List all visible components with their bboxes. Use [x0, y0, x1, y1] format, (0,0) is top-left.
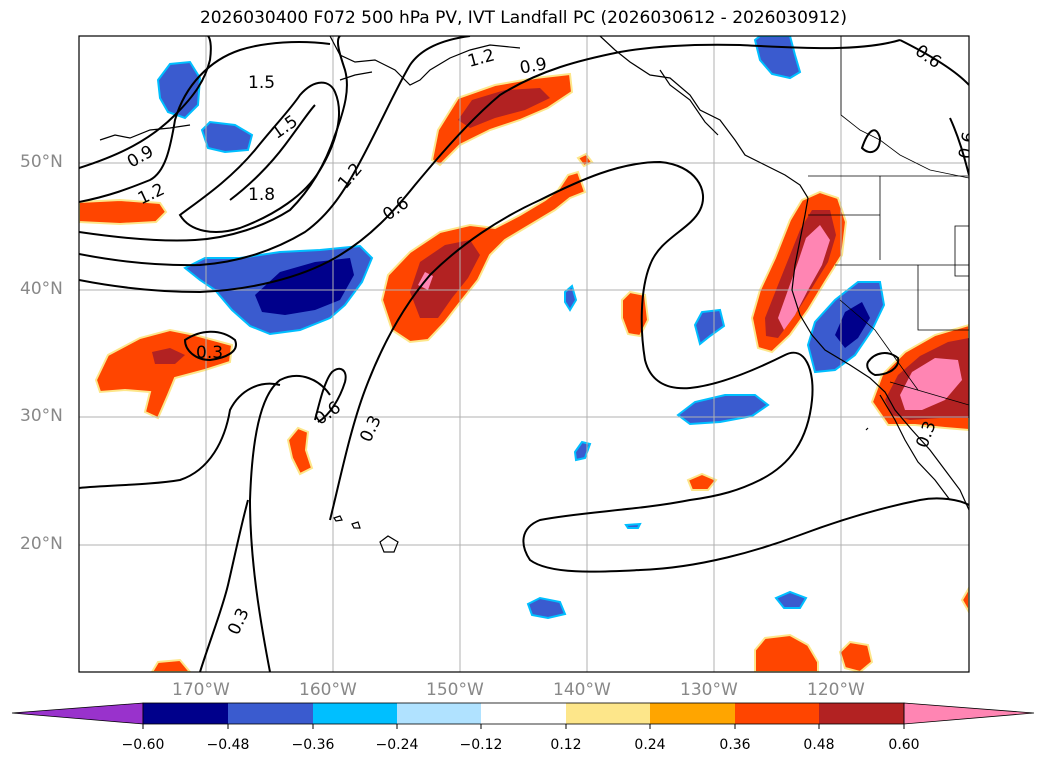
anomaly-positive-area: [380, 170, 587, 344]
anomaly-positive-core: [458, 88, 550, 128]
contour-label: 0.6: [955, 130, 979, 160]
anomaly-negative-area: [200, 120, 254, 154]
anomaly-positive-area: [754, 633, 819, 672]
anomaly-negative-area: [753, 36, 802, 80]
colorbar-segment: [397, 703, 481, 724]
contour-label: 0.3: [196, 343, 223, 363]
anomaly-positive-area: [621, 290, 650, 338]
colorbar-extend-low: [11, 702, 144, 725]
anomaly-negative-area: [676, 394, 770, 426]
colorbar-tick-label: 0.24: [634, 737, 666, 753]
anomaly-positive-peak: [900, 358, 962, 410]
anomaly-positive-area: [94, 328, 234, 420]
contour-label: 0.6: [311, 398, 345, 430]
anomaly-positive-area: [686, 472, 718, 491]
anomaly-negative-area: [624, 522, 642, 529]
anomaly-negative-area: [774, 590, 808, 609]
anomaly-negative-area: [564, 284, 578, 312]
colorbar-segment: [566, 703, 650, 724]
contour-label: 1.8: [248, 185, 275, 205]
lat-tick-label: 40°N: [20, 279, 63, 299]
colorbar-segment: [650, 703, 735, 724]
anomaly-negative-core: [835, 302, 870, 348]
colorbar-segment: [313, 703, 397, 724]
map-title: 2026030400 F072 500 hPa PV, IVT Landfall…: [199, 8, 847, 28]
colorbar-segment: [228, 703, 313, 724]
contour-label: 1.2: [334, 159, 367, 193]
lon-tick-label: 150°W: [426, 680, 484, 700]
colorbar-segment: [143, 703, 228, 724]
contour-label: 0.9: [124, 142, 157, 173]
anomaly-positive-area: [838, 640, 874, 672]
contour-label: 0.6: [911, 41, 945, 73]
anomaly-positive-core: [152, 348, 185, 364]
pv-contours: [79, 36, 969, 672]
colorbar-tick-label: −0.12: [459, 737, 503, 753]
lon-tick-label: 140°W: [553, 680, 611, 700]
anomaly-negative-area: [526, 596, 567, 620]
colorbar-frame: [142, 702, 905, 725]
contour-label: 1.5: [248, 73, 275, 93]
map-frame: [78, 35, 970, 673]
anomaly-negative-area: [693, 308, 726, 346]
colorbar-tick-label: −0.48: [206, 737, 250, 753]
colorbar-segment: [481, 703, 566, 724]
lat-tick-label: 30°N: [20, 406, 63, 426]
lat-tick-label: 50°N: [20, 152, 63, 172]
anomaly-positive-peak: [778, 225, 830, 330]
contour-label: 0.9: [518, 54, 548, 78]
colorbar-extend-high: [903, 702, 1035, 725]
lon-tick-label: 160°W: [299, 680, 357, 700]
lat-tick-label: 20°N: [20, 534, 63, 554]
lon-tick-label: 120°W: [807, 680, 865, 700]
lon-tick-label: 130°W: [680, 680, 738, 700]
anomaly-negative-area: [573, 440, 592, 462]
anomaly-positive-core: [410, 240, 480, 318]
colorbar-tick-label: −0.36: [291, 737, 335, 753]
colorbar: [11, 702, 1035, 729]
anomaly-positive-area: [150, 658, 192, 672]
anomaly-positive-area: [286, 426, 314, 476]
coastlines: [99, 36, 969, 553]
lon-tick-label: 170°W: [172, 680, 230, 700]
contour-label: 0.3: [224, 605, 254, 638]
colorbar-tick-label: 0.36: [719, 737, 751, 753]
colorbar-segment: [735, 703, 819, 724]
colorbar-tick-label: 0.48: [803, 737, 835, 753]
colorbar-tick-label: 0.12: [550, 737, 582, 753]
anomaly-negative-core: [255, 258, 354, 315]
anomaly-positive-area: [430, 72, 574, 167]
colorbar-tick-label: −0.60: [121, 737, 165, 753]
colorbar-tick-label: −0.24: [375, 737, 419, 753]
anomaly-positive-area: [576, 152, 594, 168]
contour-label: 1.5: [268, 112, 302, 144]
positive-anomaly-regions: [79, 72, 969, 672]
anomaly-negative-area: [156, 60, 202, 120]
colorbar-tick-label: 0.60: [888, 737, 920, 753]
anomaly-positive-area: [960, 586, 969, 614]
anomaly-positive-area: [79, 198, 168, 226]
colorbar-segment: [819, 703, 904, 724]
